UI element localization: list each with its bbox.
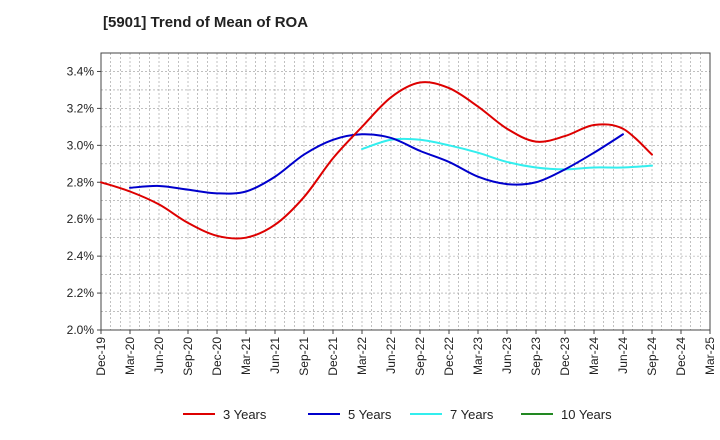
x-tick-label: Dec-22 <box>442 337 456 376</box>
x-tick-label: Dec-24 <box>674 337 688 376</box>
x-tick-label: Jun-20 <box>152 337 166 374</box>
legend-label-7-years: 7 Years <box>450 407 494 422</box>
x-tick-label: Mar-21 <box>239 337 253 375</box>
plot-frame <box>100 52 711 331</box>
chart-title: [5901] Trend of Mean of ROA <box>103 14 309 31</box>
series-lines <box>100 81 653 240</box>
x-tick-label: Jun-21 <box>268 337 282 374</box>
x-tick-label: Jun-24 <box>616 337 630 374</box>
y-tick-label: 2.4% <box>67 249 95 263</box>
x-tick-label: Dec-19 <box>94 337 108 376</box>
y-tick-label: 3.0% <box>67 138 95 152</box>
x-tick-label: Dec-23 <box>558 337 572 376</box>
y-tick-label: 2.6% <box>67 212 95 226</box>
x-tick-label: Mar-22 <box>355 337 369 375</box>
y-tick-label: 2.2% <box>67 286 95 300</box>
x-tick-label: Sep-21 <box>297 337 311 376</box>
y-tick-label: 2.0% <box>67 323 95 337</box>
y-tick-label: 3.2% <box>67 101 95 115</box>
x-tick-label: Sep-23 <box>529 337 543 376</box>
legend-label-3-years: 3 Years <box>223 407 267 422</box>
x-tick-label: Mar-23 <box>471 337 485 375</box>
legend-label-5-years: 5 Years <box>348 407 392 422</box>
x-tick-label: Sep-22 <box>413 337 427 376</box>
y-tick-label: 2.8% <box>67 175 95 189</box>
x-tick-label: Jun-23 <box>500 337 514 374</box>
series-line-5-years <box>129 133 624 195</box>
legend: 3 Years 5 Years 7 Years 10 Years <box>183 407 612 422</box>
x-tick-label: Mar-25 <box>703 337 717 375</box>
x-tick-label: Dec-20 <box>210 337 224 376</box>
x-tick-label: Mar-24 <box>587 337 601 375</box>
legend-label-10-years: 10 Years <box>561 407 612 422</box>
x-tick-label: Dec-21 <box>326 337 340 376</box>
axes: 2.0% 2.2% 2.4% 2.6% 2.8% 3.0% 3.2% 3.4% Dec-19 Ma… <box>67 52 717 376</box>
x-tick-label: Jun-22 <box>384 337 398 374</box>
grid <box>101 53 710 330</box>
x-tick-label: Mar-20 <box>123 337 137 375</box>
series-line-3-years <box>100 81 653 240</box>
y-tick-label: 3.4% <box>67 64 95 78</box>
x-tick-label: Sep-20 <box>181 337 195 376</box>
x-tick-label: Sep-24 <box>645 337 659 376</box>
series-line-7-years <box>361 137 653 171</box>
